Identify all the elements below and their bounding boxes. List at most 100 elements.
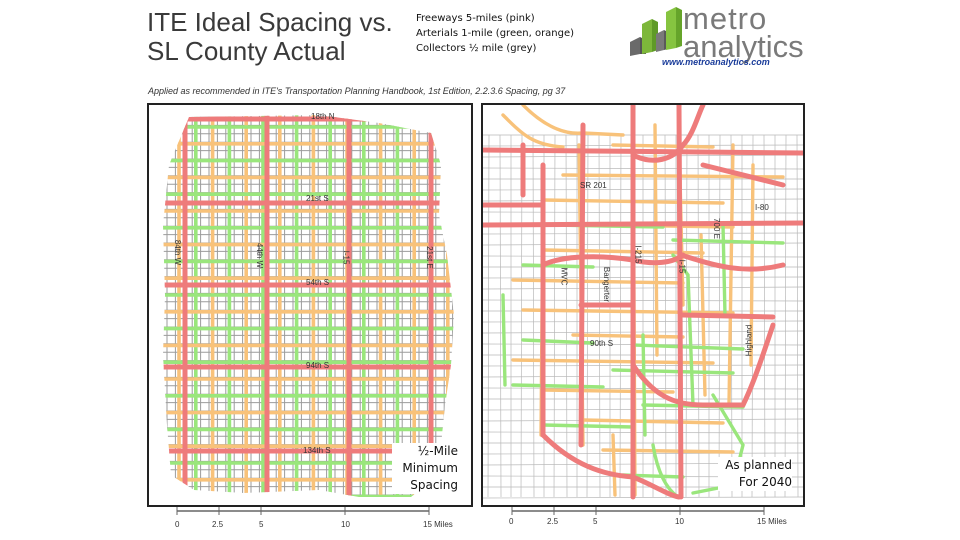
local-street xyxy=(483,188,803,191)
local-street xyxy=(483,232,803,235)
local-street xyxy=(598,134,601,498)
arterial-road xyxy=(501,293,507,387)
local-street xyxy=(487,134,490,498)
arterial-road xyxy=(501,113,565,149)
arterial-road xyxy=(727,143,735,407)
planned-2040-map xyxy=(483,105,803,500)
label-bangerter: Bangerter xyxy=(602,266,612,303)
local-street xyxy=(565,134,568,498)
freeways xyxy=(483,105,803,500)
right-scale-15-miles: 15 Miles xyxy=(757,517,787,526)
arterial-road xyxy=(611,433,617,497)
local-street xyxy=(499,134,502,498)
ideal-spacing-map xyxy=(163,115,454,497)
local-street xyxy=(483,255,803,258)
local-street xyxy=(553,134,556,498)
legend-arterials: Arterials 1-mile (green, orange) xyxy=(416,28,575,39)
freeway xyxy=(680,312,776,320)
freeway xyxy=(700,162,786,188)
left-caption-line-2: Minimum xyxy=(402,461,458,475)
local-street xyxy=(796,134,799,498)
arterial-road xyxy=(653,123,659,357)
label-90th-s: 90th S xyxy=(590,339,614,348)
arterial-road xyxy=(611,143,715,149)
local-street xyxy=(784,134,787,498)
arterial-road xyxy=(601,448,735,454)
left-scale-15-miles: 15 Miles xyxy=(423,520,453,529)
right-scale-0: 0 xyxy=(509,517,514,526)
local-street xyxy=(483,211,803,214)
arterial-road xyxy=(511,383,605,389)
label-700e: 700 E xyxy=(711,218,721,239)
right-scale-bar xyxy=(511,507,765,515)
label-84th-w: 84th W xyxy=(173,239,183,266)
label-54th-s: 54th S xyxy=(306,278,330,287)
local-street xyxy=(483,299,803,302)
freeway xyxy=(578,122,586,448)
local-street xyxy=(483,431,803,434)
left-scale-10: 10 xyxy=(341,520,350,529)
label-mvc: MVC xyxy=(559,267,569,286)
page-title: ITE Ideal Spacing vs. SL County Actual xyxy=(147,8,393,66)
right-scale-5: 5 xyxy=(593,517,598,526)
legend: Freeways 5-miles (pink) Arterials 1-mile… xyxy=(416,11,574,56)
left-scale-5: 5 xyxy=(259,520,264,529)
arterial-road xyxy=(749,163,755,367)
label-18th-n: 18th N xyxy=(311,112,335,121)
right-map-panel xyxy=(481,103,805,507)
subcaption: Applied as recommended in ITE's Transpor… xyxy=(148,86,566,96)
arterial-road xyxy=(641,333,647,437)
local-street xyxy=(483,320,803,323)
right-caption-line-1: As planned xyxy=(725,458,792,472)
logo-bar-chart-building-icon xyxy=(630,7,682,56)
legend-collectors: Collectors ½ mile (grey) xyxy=(416,43,537,54)
logo-text-metro: metro xyxy=(683,1,768,36)
arterial-road xyxy=(541,248,705,255)
local-street xyxy=(619,134,622,498)
left-scale-0: 0 xyxy=(175,520,180,529)
label-94th-s: 94th S xyxy=(306,361,330,370)
right-caption-line-2: For 2040 xyxy=(738,475,792,489)
arterial-road xyxy=(721,223,727,317)
legend-freeways: Freeways 5-miles (pink) xyxy=(416,13,535,24)
left-map-panel xyxy=(147,103,473,507)
local-street xyxy=(664,134,667,498)
freeway xyxy=(680,105,706,148)
local-street xyxy=(483,496,803,499)
freeway xyxy=(678,252,786,272)
freeway xyxy=(630,142,686,163)
local-street xyxy=(483,167,803,170)
label-134th-s: 134th S xyxy=(303,446,331,455)
label-sr201: SR 201 xyxy=(580,181,607,190)
arterial-road xyxy=(671,238,785,245)
label-i215: I-215 xyxy=(633,245,643,264)
freeway xyxy=(540,254,636,268)
left-caption-line-1: ½-Mile xyxy=(417,444,458,458)
label-21st-s: 21st S xyxy=(306,194,329,203)
label-i15-left: I-15 xyxy=(341,250,351,265)
freeway xyxy=(676,105,684,500)
label-i15-right: I-15 xyxy=(677,259,687,274)
label-i80: I-80 xyxy=(755,203,769,212)
logo-text-analytics: analytics xyxy=(683,29,804,64)
arterial-road xyxy=(521,308,735,315)
freeway xyxy=(540,432,636,480)
arterial-road xyxy=(571,333,685,339)
left-scale-bar xyxy=(176,507,430,515)
local-street xyxy=(483,452,803,455)
title-line-1: ITE Ideal Spacing vs. xyxy=(147,7,393,37)
local-street xyxy=(652,134,655,498)
label-21st-e: 21st E xyxy=(424,246,434,269)
local-street xyxy=(532,134,535,498)
logo-url[interactable]: www.metroanalytics.com xyxy=(662,57,770,67)
freeway xyxy=(740,322,776,408)
freeway xyxy=(630,362,746,408)
arterial-road xyxy=(541,388,675,394)
freeway xyxy=(483,220,803,228)
label-44th-w: 44th W xyxy=(255,242,265,269)
left-caption-line-3: Spacing xyxy=(410,478,458,492)
left-scale-2-5: 2.5 xyxy=(212,520,224,529)
arterial-road xyxy=(581,418,725,425)
local-street xyxy=(586,134,589,498)
right-scale-10: 10 xyxy=(675,517,684,526)
